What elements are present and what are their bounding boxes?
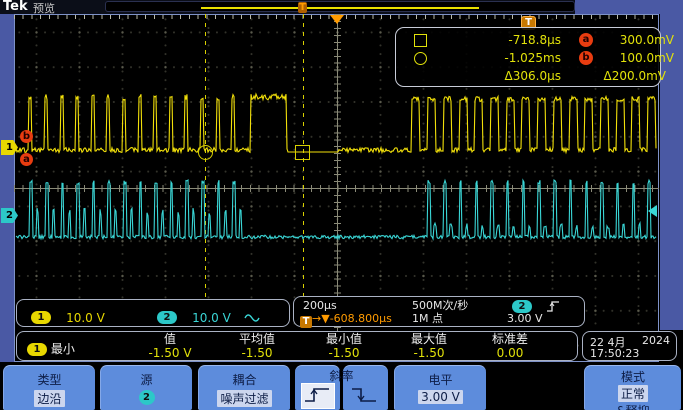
menu-mode-value1: 正常: [617, 385, 648, 402]
meas-value: -1.50 V: [148, 346, 192, 360]
meas-stddev: 0.00: [496, 346, 524, 360]
ch2-scale: 10.0 V: [192, 310, 231, 325]
trigger-delay-arrow: →▼: [312, 312, 330, 325]
meas-header-min: 最小值: [325, 332, 362, 346]
cursor-square-marker[interactable]: [295, 145, 310, 160]
top-strip-filler: [575, 0, 683, 14]
channel-scale-readout: 1 10.0 V 2 10.0 V: [16, 299, 290, 327]
left-bezel: [0, 14, 14, 362]
square-cursor-icon: [414, 34, 427, 47]
menu-coupling-button[interactable]: 耦合 噪声过滤: [198, 365, 290, 410]
meas-min: -1.50: [328, 346, 360, 360]
record-view-trigger-icon[interactable]: T: [298, 2, 307, 13]
trigger-source-badge: 2: [512, 299, 532, 313]
cursor-circle-marker[interactable]: [198, 145, 213, 160]
trigger-slope-rising-icon: [547, 301, 559, 312]
cursor-delta-value: Δ200.0mV: [603, 69, 666, 83]
sample-rate: 500M次/秒: [412, 299, 469, 312]
menu-level-value: 3.00 V: [418, 390, 463, 404]
cursor-b-badge[interactable]: b: [20, 130, 33, 143]
acquisition-mode-label: 预览: [33, 2, 55, 15]
record-view-bar[interactable]: T: [105, 1, 575, 13]
menu-slope-label: 斜率: [329, 369, 354, 383]
ch1-waveform: [15, 92, 657, 155]
ch1-scale: 10.0 V: [66, 310, 105, 325]
cursor-delta-time: Δ306.0µs: [504, 69, 561, 83]
circle-cursor-time: -1.025ms: [504, 51, 561, 65]
meas-max: -1.50: [413, 346, 445, 360]
menu-level-button[interactable]: 电平 3.00 V: [394, 365, 486, 410]
meas-mean: -1.50: [241, 346, 273, 360]
menu-level-label: 电平: [428, 373, 453, 387]
record-view-waveform-extent: [201, 7, 479, 9]
cursor-b-badge-readout: b: [579, 51, 593, 65]
ac-coupling-sine-icon: [244, 313, 260, 322]
tek-logo: Tek: [3, 0, 28, 14]
menu-slope-falling-button[interactable]: [343, 365, 388, 410]
record-length: 1M 点: [412, 312, 443, 325]
trigger-level-arrow-icon[interactable]: [648, 205, 657, 217]
meas-header-mean: 平均值: [238, 332, 275, 346]
graticule-center-vertical-axis: [334, 14, 341, 362]
slope-falling-icon: [352, 388, 376, 402]
cursor-a-badge-readout: a: [579, 33, 593, 47]
cursor-a-badge[interactable]: a: [20, 153, 33, 166]
menu-slope-rising-button[interactable]: [295, 365, 340, 410]
cursor-readout-box: -718.8µs a 300.0mV -1.025ms b 100.0mV Δ3…: [395, 27, 674, 87]
measurement-name: 最小: [50, 342, 75, 356]
menu-type-value: 边沿: [34, 390, 65, 407]
measurement-readout: 1 最小 值 平均值 最小值 最大值 标准差 -1.50 V -1.50 -1.…: [16, 331, 578, 361]
meas-header-max: 最大值: [410, 332, 447, 346]
trigger-delay-value: -608.800µs: [329, 312, 392, 325]
measurement-source-badge: 1: [27, 343, 47, 356]
menu-mode-label: 模式: [620, 370, 645, 384]
expansion-point-icon[interactable]: [330, 15, 344, 24]
ch2-position-marker[interactable]: 2: [1, 208, 18, 223]
cursor-b-value: 100.0mV: [619, 51, 674, 65]
meas-header-stddev: 标准差: [491, 332, 528, 346]
ch2-badge[interactable]: 2: [157, 311, 177, 324]
square-cursor-time: -718.8µs: [508, 33, 561, 47]
circle-cursor-icon: [414, 52, 427, 65]
trigger-level-value: 3.00 V: [507, 312, 543, 325]
time-text: 17:50:23: [590, 347, 640, 360]
menu-type-button[interactable]: 类型 边沿: [3, 365, 95, 410]
menu-mode-button[interactable]: 模式 正常 &释抑: [584, 365, 681, 410]
menu-coupling-label: 耦合: [232, 373, 257, 387]
menu-source-button[interactable]: 源 2: [100, 365, 192, 410]
slope-rising-icon: [305, 388, 329, 402]
menu-source-ch2-badge: 2: [138, 390, 155, 405]
ch2-waveform: [15, 178, 657, 241]
menu-slope-group: 斜率: [295, 365, 388, 410]
datetime-box: 22 4月 2024 17:50:23: [582, 331, 677, 361]
year-text: 2024: [642, 334, 670, 347]
softkey-menu-bar: 类型 边沿 源 2 耦合 噪声过滤 斜率: [0, 362, 683, 410]
timebase-scale: 200µs: [303, 299, 337, 312]
menu-mode-value2: &释抑: [585, 402, 681, 410]
trigger-delay-t-icon: T: [300, 316, 312, 328]
menu-type-label: 类型: [37, 373, 62, 387]
date-text: 22 4月: [590, 336, 626, 349]
right-bezel: [660, 14, 683, 330]
ch1-position-marker[interactable]: 1: [1, 140, 18, 155]
horizontal-trigger-readout: 200µs 500M次/秒 2 T →▼-608.800µs 1M 点 3.00 …: [293, 296, 585, 328]
menu-coupling-value: 噪声过滤: [217, 390, 272, 407]
cursor-a-line[interactable]: [303, 14, 304, 301]
menu-source-label: 源: [140, 373, 153, 387]
meas-header-value: 值: [163, 332, 176, 346]
cursor-a-value: 300.0mV: [619, 33, 674, 47]
slope-rising-selected-box: [301, 383, 335, 409]
ch1-badge[interactable]: 1: [31, 311, 51, 324]
